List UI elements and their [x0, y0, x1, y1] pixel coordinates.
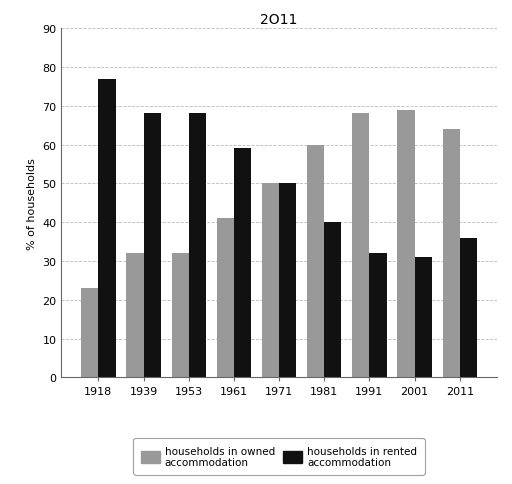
Bar: [217, 219, 234, 378]
Y-axis label: % of households: % of households: [27, 157, 37, 249]
Bar: [172, 254, 189, 378]
Bar: [279, 184, 296, 378]
Bar: [262, 184, 279, 378]
Bar: [234, 149, 251, 378]
Title: 2O11: 2O11: [261, 13, 297, 27]
Bar: [415, 257, 432, 378]
Bar: [143, 114, 161, 378]
Bar: [98, 79, 116, 378]
Bar: [126, 254, 143, 378]
Bar: [189, 114, 206, 378]
Bar: [369, 254, 387, 378]
Bar: [81, 288, 98, 378]
Bar: [324, 223, 342, 378]
Bar: [460, 238, 477, 378]
Legend: households in owned
accommodation, households in rented
accommodation: households in owned accommodation, house…: [134, 439, 424, 475]
Bar: [442, 130, 460, 378]
Bar: [397, 110, 415, 378]
Bar: [352, 114, 369, 378]
Bar: [307, 145, 324, 378]
